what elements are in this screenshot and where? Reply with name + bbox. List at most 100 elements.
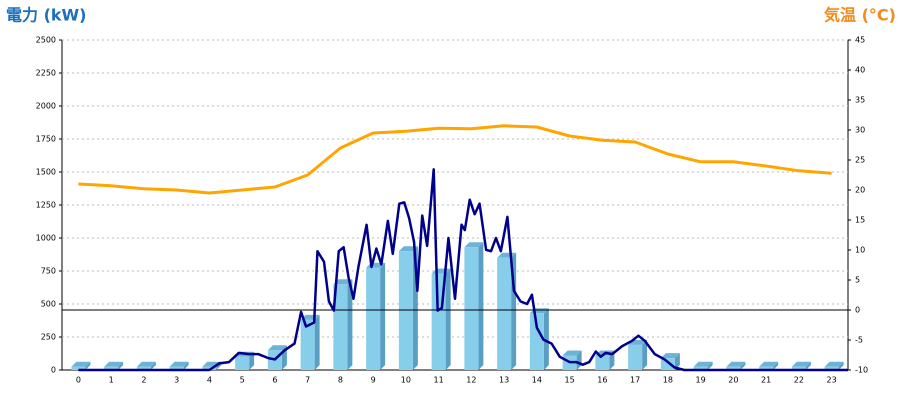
bar-side (85, 361, 91, 370)
bar-side (314, 314, 320, 370)
bar-top (791, 361, 811, 367)
x-tick-label: 2 (141, 376, 146, 385)
bar (824, 366, 839, 370)
temperature-line (78, 124, 832, 195)
y2-tick-label: 30 (855, 126, 865, 135)
bar-top (136, 361, 156, 367)
bar (529, 313, 544, 370)
bar (169, 366, 184, 370)
y-tick-label: 2000 (36, 102, 56, 111)
y2-tick-label: 10 (855, 246, 865, 255)
y-tick-label: 0 (51, 366, 56, 375)
x-tick-label: 13 (499, 376, 509, 385)
bar (300, 319, 315, 370)
x-tick-label: 8 (338, 376, 343, 385)
x-tick-label: 1 (109, 376, 114, 385)
bar-top (824, 361, 844, 367)
bar (628, 344, 643, 370)
x-tick-label: 20 (728, 376, 738, 385)
bar (693, 366, 708, 370)
y2-tick-label: -10 (855, 366, 868, 375)
x-tick-label: 12 (466, 376, 476, 385)
bar-side (478, 242, 484, 370)
x-tick-label: 17 (630, 376, 640, 385)
bar-side (249, 351, 255, 370)
bar-top (726, 361, 746, 367)
bar-side (674, 353, 680, 370)
bar-top (104, 361, 124, 367)
y-tick-label: 1000 (36, 234, 56, 243)
bar-side (707, 361, 713, 370)
bar-side (740, 361, 746, 370)
bar-side (543, 308, 549, 370)
bar (104, 366, 119, 370)
bar (726, 366, 741, 370)
bar (235, 356, 250, 370)
bar-side (773, 361, 779, 370)
bar (136, 366, 151, 370)
y2-tick-label: 40 (855, 66, 865, 75)
y2-tick-label: 45 (855, 36, 865, 45)
y-tick-label: 250 (41, 333, 56, 342)
y2-tick-label: -5 (855, 336, 863, 345)
x-tick-label: 18 (663, 376, 673, 385)
bar-top (693, 361, 713, 367)
bar-top (562, 350, 582, 356)
bar-side (183, 361, 189, 370)
bar (333, 284, 348, 370)
x-tick-label: 16 (597, 376, 607, 385)
y2-axis-title: 気温 (°C) (824, 6, 896, 25)
y2-tick-label: 25 (855, 156, 865, 165)
y2-tick-label: 15 (855, 216, 865, 225)
x-tick-label: 7 (305, 376, 310, 385)
x-tick-label: 10 (401, 376, 411, 385)
x-tick-label: 9 (371, 376, 376, 385)
y2-tick-label: 5 (855, 276, 860, 285)
y-tick-label: 2500 (36, 36, 56, 45)
bar-top (267, 345, 287, 351)
bar-side (609, 350, 615, 370)
x-tick-label: 0 (76, 376, 81, 385)
x-tick-label: 19 (696, 376, 706, 385)
x-tick-label: 15 (565, 376, 575, 385)
y-axis-title: 電力 (kW) (6, 6, 87, 25)
x-tick-label: 5 (240, 376, 245, 385)
x-tick-label: 4 (207, 376, 212, 385)
x-tick-label: 22 (794, 376, 804, 385)
bar (595, 355, 610, 370)
y-tick-label: 500 (41, 300, 56, 309)
y2-tick-label: 35 (855, 96, 865, 105)
bar (660, 358, 675, 370)
bar (759, 366, 774, 370)
bar-top (759, 361, 779, 367)
bar (791, 366, 806, 370)
y-tick-label: 750 (41, 267, 56, 276)
x-tick-label: 21 (761, 376, 771, 385)
bar-side (347, 279, 353, 370)
bar-side (380, 262, 386, 370)
bar-side (838, 361, 844, 370)
bar (398, 251, 413, 370)
x-tick-label: 3 (174, 376, 179, 385)
bar-top (169, 361, 189, 367)
bar-top (71, 361, 91, 367)
y-tick-label: 1750 (36, 135, 56, 144)
bar (497, 257, 512, 370)
bar (366, 267, 381, 370)
y-tick-label: 2250 (36, 69, 56, 78)
bar-top (660, 353, 680, 359)
bar-side (805, 361, 811, 370)
bar-side (445, 268, 451, 370)
x-tick-label: 11 (434, 376, 444, 385)
bar-side (118, 361, 124, 370)
bar (464, 247, 479, 370)
bar-top (398, 246, 418, 252)
bar (71, 366, 86, 370)
bar-top (464, 242, 484, 248)
y-tick-label: 1250 (36, 201, 56, 210)
bar (202, 366, 217, 370)
y2-tick-label: 20 (855, 186, 865, 195)
bar-side (642, 339, 648, 370)
power-line (78, 168, 848, 372)
